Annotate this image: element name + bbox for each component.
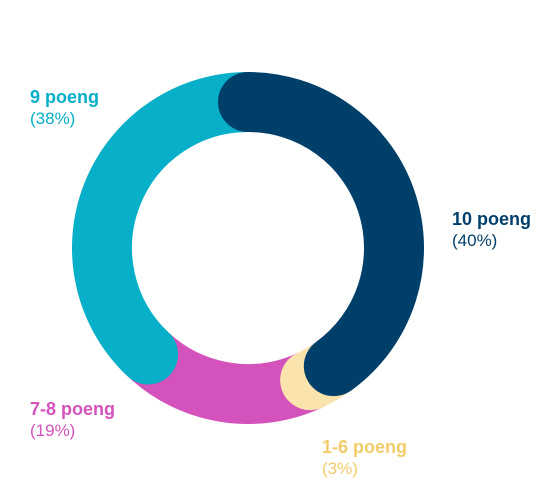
label-9-poeng-name: 9 poeng: [30, 87, 100, 107]
label-1-6-poeng: 1-6 poeng (3%): [322, 437, 407, 479]
label-7-8-poeng: 7-8 poeng (19%): [30, 399, 115, 441]
label-1-6-poeng-name: 1-6 poeng: [322, 437, 408, 457]
label-9-poeng: 9 poeng (38%): [30, 87, 99, 129]
label-9-poeng-percent: (38%): [30, 108, 76, 128]
donut-segment-10-poeng: [218, 72, 424, 397]
label-7-8-poeng-percent: (19%): [30, 420, 76, 440]
donut-segment-9-poeng: [72, 72, 278, 385]
label-10-poeng-percent: (40%): [452, 230, 498, 250]
label-1-6-poeng-percent: (3%): [322, 458, 358, 478]
label-10-poeng: 10 poeng (40%): [452, 209, 531, 251]
label-7-8-poeng-name: 7-8 poeng: [30, 399, 116, 419]
label-10-poeng-name: 10 poeng: [452, 209, 532, 229]
